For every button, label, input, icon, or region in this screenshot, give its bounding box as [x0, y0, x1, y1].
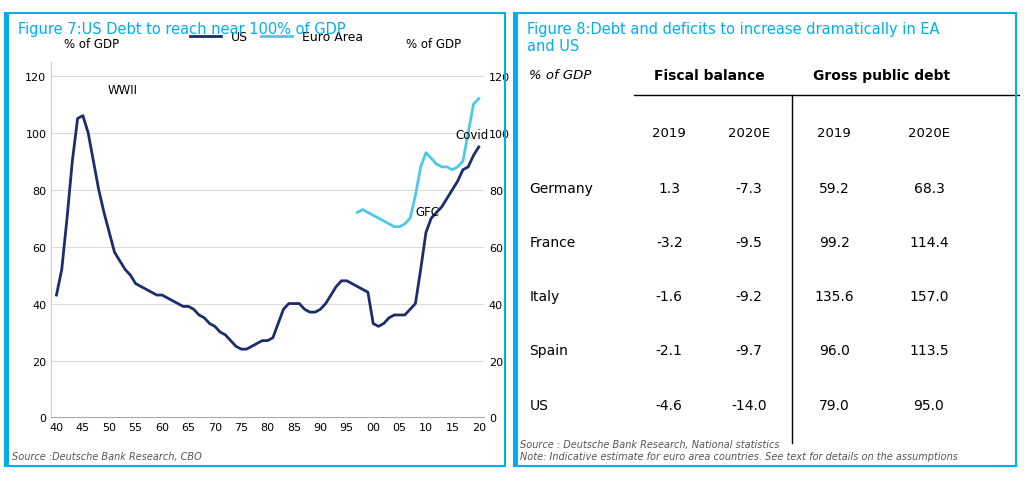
Text: 1.3: 1.3 — [658, 181, 680, 195]
Text: GFC: GFC — [416, 206, 439, 219]
Text: 135.6: 135.6 — [814, 289, 854, 304]
Text: -4.6: -4.6 — [655, 398, 683, 412]
Text: 96.0: 96.0 — [818, 344, 850, 358]
Text: % of GDP: % of GDP — [529, 69, 592, 82]
Text: 95.0: 95.0 — [913, 398, 944, 412]
Text: Fiscal balance: Fiscal balance — [654, 69, 765, 83]
Text: US: US — [529, 398, 549, 412]
Text: 113.5: 113.5 — [909, 344, 949, 358]
Text: Spain: Spain — [529, 344, 568, 358]
Text: 2020E: 2020E — [728, 127, 770, 140]
Text: -9.7: -9.7 — [736, 344, 763, 358]
Legend: US, Euro Area: US, Euro Area — [184, 26, 368, 49]
Text: Figure 8:Debt and deficits to increase dramatically in EA
and US: Figure 8:Debt and deficits to increase d… — [527, 22, 940, 54]
Text: Figure 7:US Debt to reach near 100% of GDP: Figure 7:US Debt to reach near 100% of G… — [18, 22, 346, 36]
Text: % of GDP: % of GDP — [65, 37, 120, 50]
Text: -2.1: -2.1 — [655, 344, 683, 358]
Text: Germany: Germany — [529, 181, 593, 195]
Text: Italy: Italy — [529, 289, 560, 304]
Text: Gross public debt: Gross public debt — [813, 69, 950, 83]
Text: 157.0: 157.0 — [909, 289, 949, 304]
Text: -9.5: -9.5 — [736, 236, 763, 250]
Text: -7.3: -7.3 — [736, 181, 763, 195]
Text: 99.2: 99.2 — [818, 236, 850, 250]
Text: 2019: 2019 — [652, 127, 686, 140]
Text: 2020E: 2020E — [908, 127, 950, 140]
Text: Source : Deutsche Bank Research, National statistics
Note: Indicative estimate f: Source : Deutsche Bank Research, Nationa… — [520, 439, 958, 461]
Text: -3.2: -3.2 — [656, 236, 683, 250]
Text: 2019: 2019 — [817, 127, 851, 140]
Text: 114.4: 114.4 — [909, 236, 949, 250]
Text: % of GDP: % of GDP — [407, 37, 461, 50]
Text: 79.0: 79.0 — [819, 398, 850, 412]
Text: -14.0: -14.0 — [731, 398, 767, 412]
Text: -9.2: -9.2 — [736, 289, 763, 304]
Text: WWII: WWII — [108, 84, 137, 96]
Text: 68.3: 68.3 — [913, 181, 944, 195]
Text: Source :Deutsche Bank Research, CBO: Source :Deutsche Bank Research, CBO — [12, 451, 202, 461]
Text: France: France — [529, 236, 575, 250]
Text: 59.2: 59.2 — [819, 181, 850, 195]
Text: Covid: Covid — [455, 129, 488, 142]
Text: -1.6: -1.6 — [655, 289, 683, 304]
